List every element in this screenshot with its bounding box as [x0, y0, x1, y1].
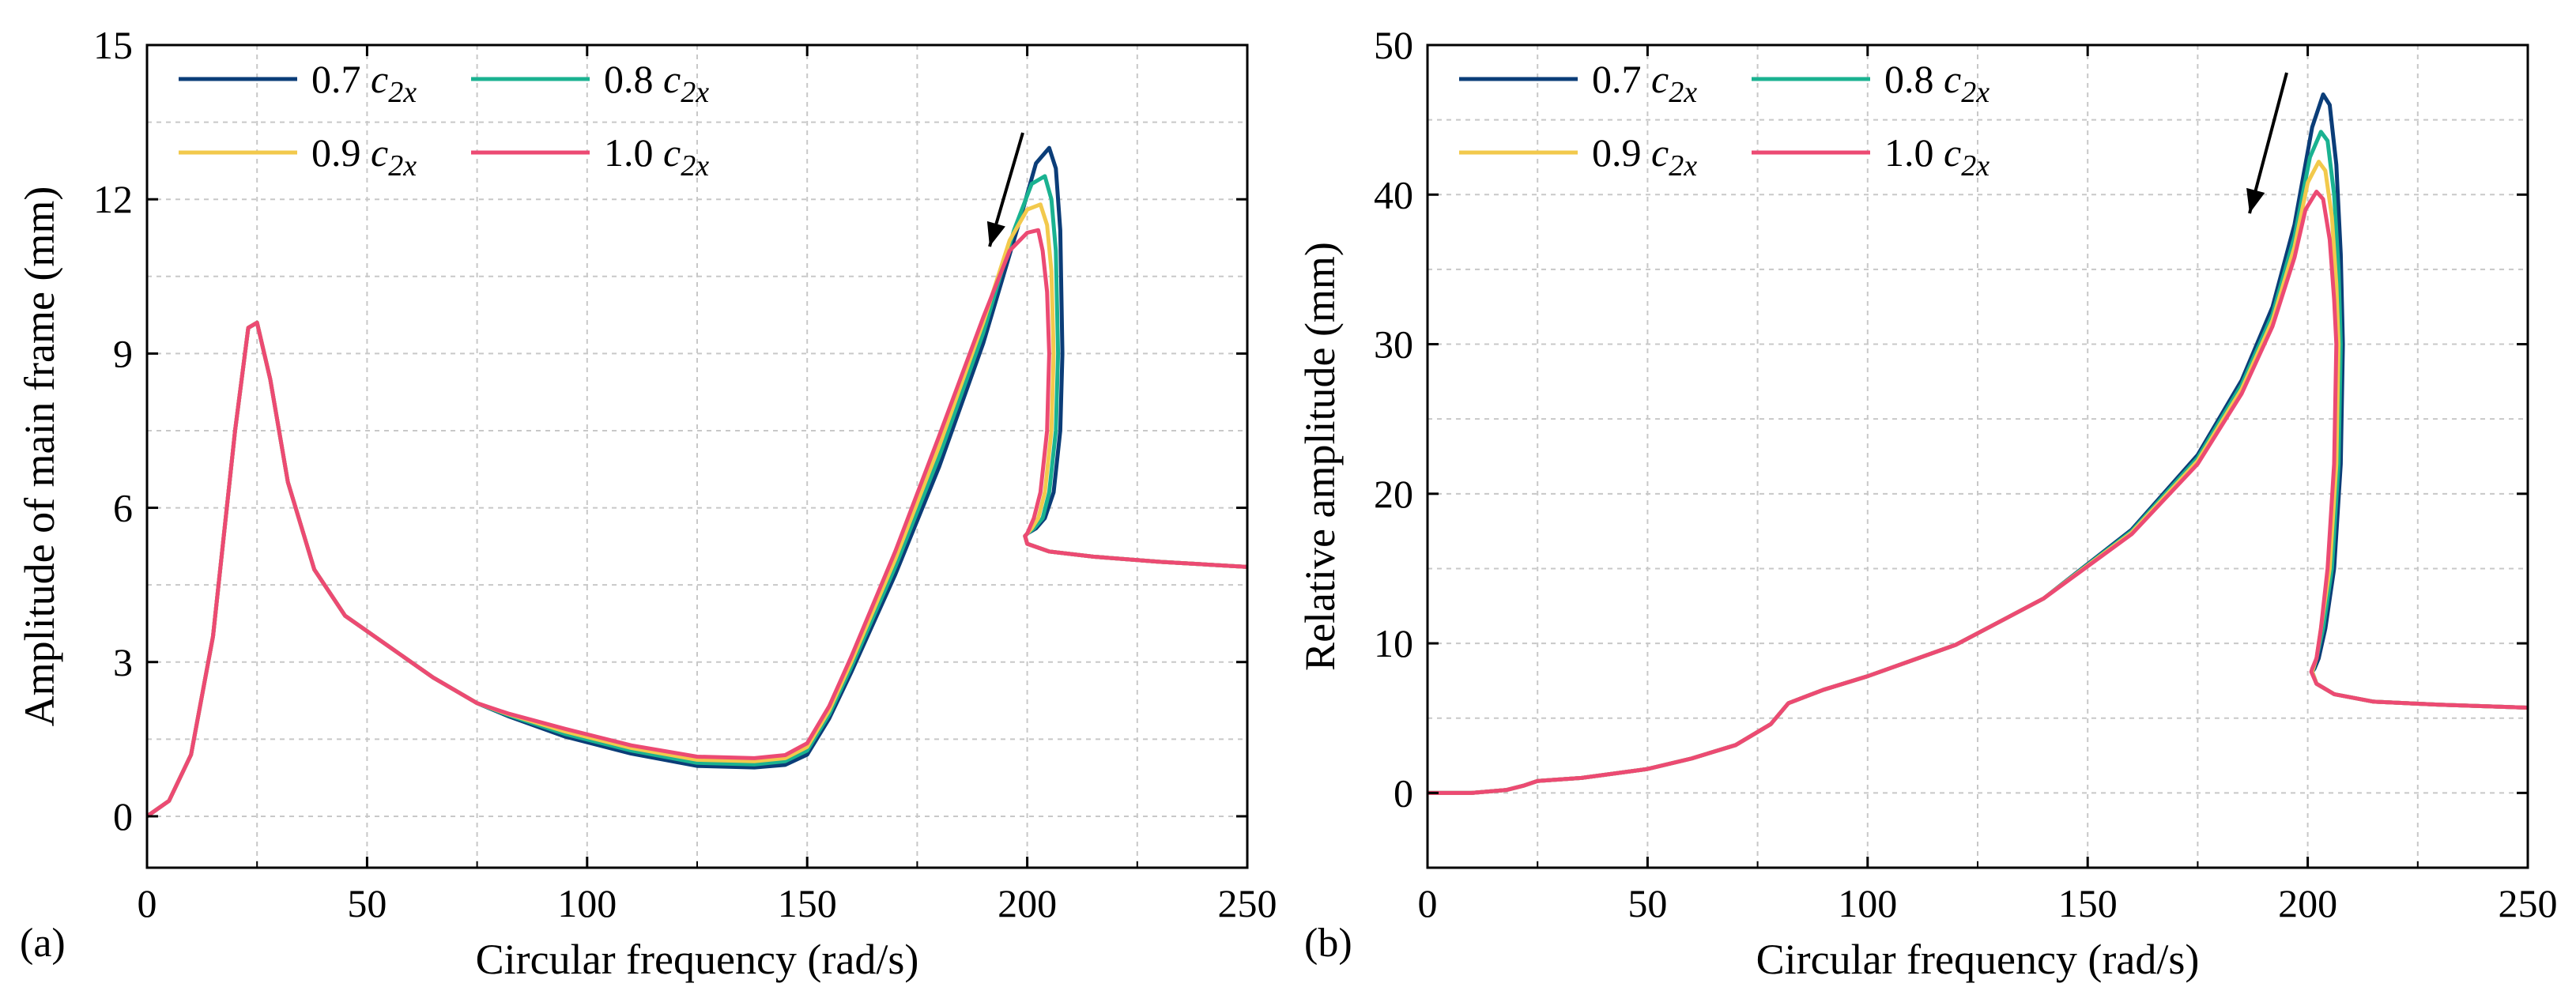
panel-b: 0 50 100 150 200 250 0 10 20 30 40 50 Circular frequ… — [1296, 23, 2558, 983]
annotation-arrow-shaft — [2248, 72, 2288, 214]
panel-a: 0 50 100 150 200 250 0 3 6 9 12 15 Circular frequenc… — [16, 23, 1277, 983]
legend-symbol: c — [371, 130, 388, 175]
x-tick-label: 100 — [1838, 881, 1897, 925]
legend-subscript: 2x — [1669, 149, 1697, 183]
legend-label-0-9: 0.9 c2x — [311, 130, 417, 183]
legend-value: 0.9 — [311, 130, 371, 175]
y-tick-label: 20 — [1374, 472, 1413, 516]
y-tick-label: 10 — [1374, 621, 1413, 665]
annotation-arrow-head — [986, 220, 1005, 247]
legend-symbol: c — [663, 130, 681, 175]
y-tick-label: 30 — [1374, 322, 1413, 367]
legend-label-1-0: 1.0 c2x — [604, 130, 709, 183]
legend-label-0-8: 0.8 c2x — [1884, 57, 1990, 109]
legend-symbol: c — [663, 57, 681, 101]
annotation-arrow-head — [2246, 187, 2265, 213]
y-tick-label: 50 — [1374, 23, 1413, 67]
y-tick-label: 9 — [113, 331, 133, 375]
legend-value: 0.9 — [1592, 130, 1651, 175]
y-tick-label: 3 — [113, 640, 133, 684]
legend-subscript: 2x — [681, 76, 709, 109]
x-tick-label: 0 — [138, 881, 157, 925]
x-tick-label: 0 — [1418, 881, 1438, 925]
series-line-1-0 — [147, 228, 1247, 819]
panel-label: (a) — [20, 921, 66, 966]
x-tick-label: 50 — [347, 881, 387, 925]
y-tick-label: 12 — [93, 177, 133, 221]
legend-symbol: c — [1651, 130, 1669, 175]
x-tick-label: 200 — [2278, 881, 2337, 925]
legend-symbol: c — [371, 57, 388, 101]
legend-value: 0.7 — [311, 57, 371, 101]
x-axis-title: Circular frequency (rad/s) — [1756, 936, 2200, 983]
legend-label-1-0: 1.0 c2x — [1884, 130, 1990, 183]
x-tick-label: 200 — [998, 881, 1057, 925]
y-axis-title: Amplitude of main frame (mm) — [16, 187, 63, 727]
y-tick-label: 0 — [1394, 771, 1413, 815]
legend-subscript: 2x — [1961, 76, 1990, 109]
legend-subscript: 2x — [681, 149, 709, 183]
panel-label: (b) — [1304, 921, 1352, 966]
series-line-1-0 — [1428, 190, 2528, 795]
legend-subscript: 2x — [388, 76, 417, 109]
legend-subscript: 2x — [1669, 76, 1697, 109]
x-tick-label: 50 — [1627, 881, 1667, 925]
y-tick-label: 0 — [113, 794, 133, 838]
x-axis-title: Circular frequency (rad/s) — [476, 936, 919, 983]
legend-value: 1.0 — [604, 130, 663, 175]
legend-value: 0.8 — [1884, 57, 1944, 101]
x-tick-label: 150 — [778, 881, 837, 925]
legend-symbol: c — [1944, 130, 1961, 175]
x-tick-label: 250 — [1218, 881, 1277, 925]
y-tick-label: 6 — [113, 486, 133, 530]
legend-label-0-7: 0.7 c2x — [311, 57, 417, 109]
x-tick-label: 250 — [2499, 881, 2558, 925]
x-tick-label: 150 — [2058, 881, 2118, 925]
legend-value: 1.0 — [1884, 130, 1944, 175]
legend-value: 0.8 — [604, 57, 663, 101]
legend-label-0-7: 0.7 c2x — [1592, 57, 1697, 109]
legend-value: 0.7 — [1592, 57, 1651, 101]
y-tick-label: 15 — [93, 23, 133, 67]
x-tick-label: 100 — [557, 881, 617, 925]
y-axis-title: Relative amplitude (mm) — [1296, 242, 1344, 671]
legend-symbol: c — [1651, 57, 1669, 101]
legend-symbol: c — [1944, 57, 1961, 101]
legend-label-0-9: 0.9 c2x — [1592, 130, 1697, 183]
legend-label-0-8: 0.8 c2x — [604, 57, 709, 109]
y-tick-label: 40 — [1374, 172, 1413, 217]
legend-subscript: 2x — [1961, 149, 1990, 183]
legend-subscript: 2x — [388, 149, 417, 183]
